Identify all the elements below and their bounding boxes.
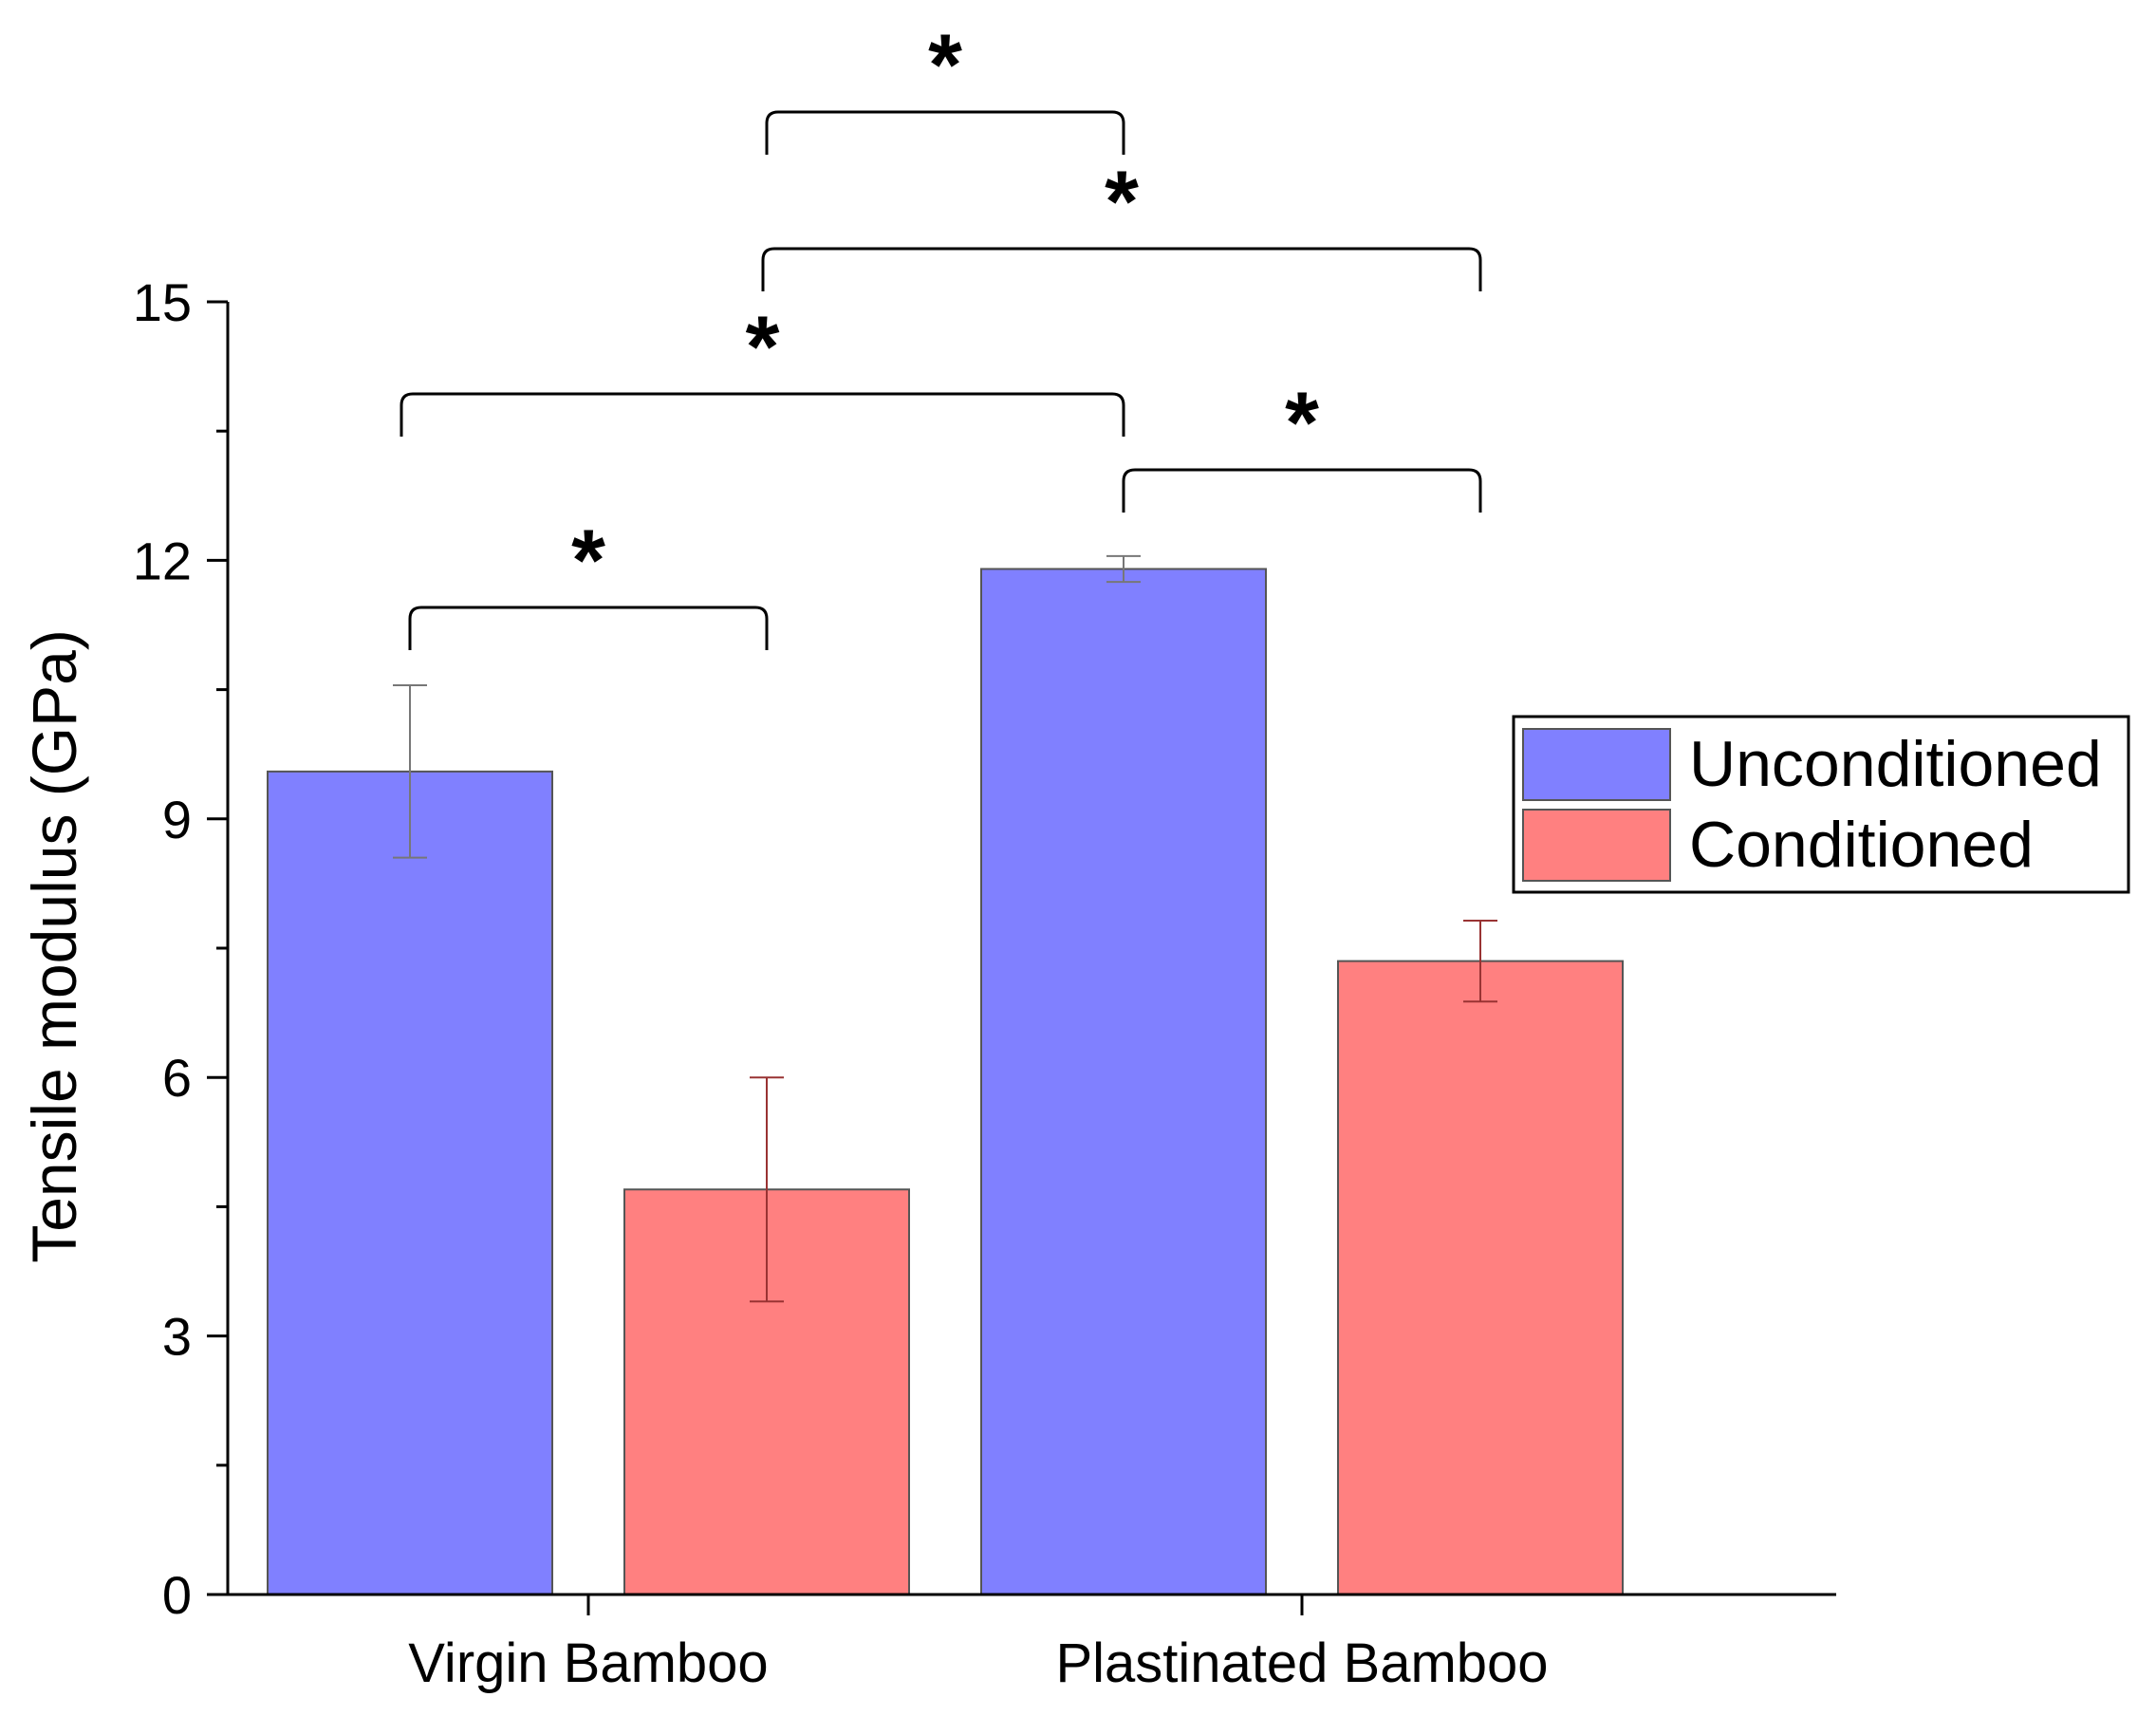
significance-bracket-0 [408,606,769,650]
x-category-label-1: Plastinated Bamboo [1055,1632,1548,1694]
bar-unconditioned-0 [267,770,553,1595]
y-tick-label-0: 0 [162,1565,192,1625]
y-tick-label-6: 6 [162,1048,192,1108]
significance-bracket-3 [761,247,1482,291]
significance-star-3: * [1105,154,1139,251]
bar-conditioned-1 [1337,960,1624,1595]
legend-label-unconditioned: Unconditioned [1689,728,2102,800]
error-bars-layer [393,554,1497,1303]
significance-bracket-1 [400,392,1125,437]
axes-layer: 0 3 6 9 12 15 Virgin Bamboo Plastinated Bamboo [133,272,1836,1694]
legend-swatch-unconditioned [1522,728,1671,801]
significance-star-2: * [1285,375,1319,472]
bars-layer [267,568,1624,1595]
bar-unconditioned-1 [980,568,1267,1595]
significance-star-0: * [571,513,605,609]
significance-bracket-2 [1122,468,1482,513]
significance-star-4: * [928,17,962,114]
y-axis-label: Tensile modulus (GPa) [19,629,89,1263]
legend-label-conditioned: Conditioned [1689,809,2034,881]
legend-swatch-conditioned [1522,809,1671,882]
y-tick-label-3: 3 [162,1307,192,1367]
significance-bracket-4 [765,110,1125,155]
y-tick-label-12: 12 [133,531,192,590]
x-category-label-0: Virgin Bamboo [408,1632,768,1694]
significance-star-1: * [746,299,780,396]
y-tick-label-9: 9 [162,790,192,849]
y-tick-label-15: 15 [133,272,192,332]
legend: Unconditioned Conditioned [1512,715,2130,894]
significance-layer: * * * * * [400,17,1482,650]
